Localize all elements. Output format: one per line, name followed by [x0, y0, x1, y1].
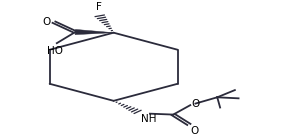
- Text: HO: HO: [47, 45, 63, 55]
- Text: O: O: [190, 126, 199, 136]
- Text: NH: NH: [141, 114, 157, 124]
- Text: O: O: [42, 17, 51, 27]
- Polygon shape: [75, 29, 114, 35]
- Text: O: O: [192, 99, 200, 109]
- Text: F: F: [97, 2, 102, 12]
